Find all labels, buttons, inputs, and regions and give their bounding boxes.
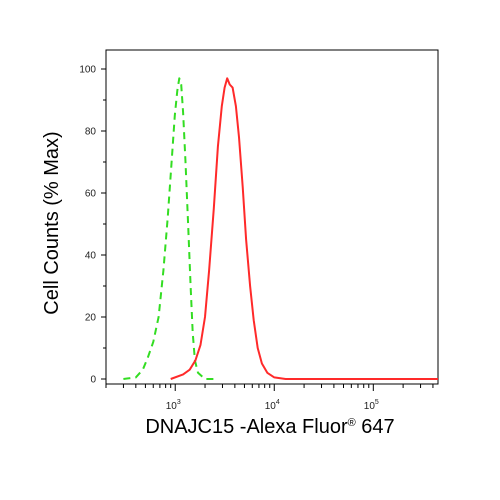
x-tick-label: 104 xyxy=(265,399,280,412)
y-tick-label: 40 xyxy=(85,251,97,262)
y-tick-label: 20 xyxy=(85,313,97,324)
axes-layer: 0 20 40 60 80 100 103 104 105 xyxy=(79,49,439,412)
x-axis-title-superscript: ® xyxy=(348,417,356,429)
series-layer xyxy=(123,77,438,380)
series-line-control-dashed xyxy=(123,77,215,380)
y-tick-label: 60 xyxy=(85,189,97,200)
x-axis-title-tail: 647 xyxy=(356,416,395,438)
y-tick-label: 0 xyxy=(90,375,96,386)
y-tick-label: 80 xyxy=(85,127,97,138)
x-axis-title-main: DNAJC15 -Alexa Fluor xyxy=(145,416,348,438)
y-tick-label: 100 xyxy=(79,65,96,76)
x-tick-label: 105 xyxy=(364,399,379,412)
x-tick-label: 103 xyxy=(166,399,181,412)
plot-frame xyxy=(105,49,439,385)
series-line-dnajc15 xyxy=(170,77,438,380)
y-axis-title: Cell Counts (% Max) xyxy=(41,131,63,314)
x-axis-title: DNAJC15 -Alexa Fluor® 647 xyxy=(145,416,394,438)
